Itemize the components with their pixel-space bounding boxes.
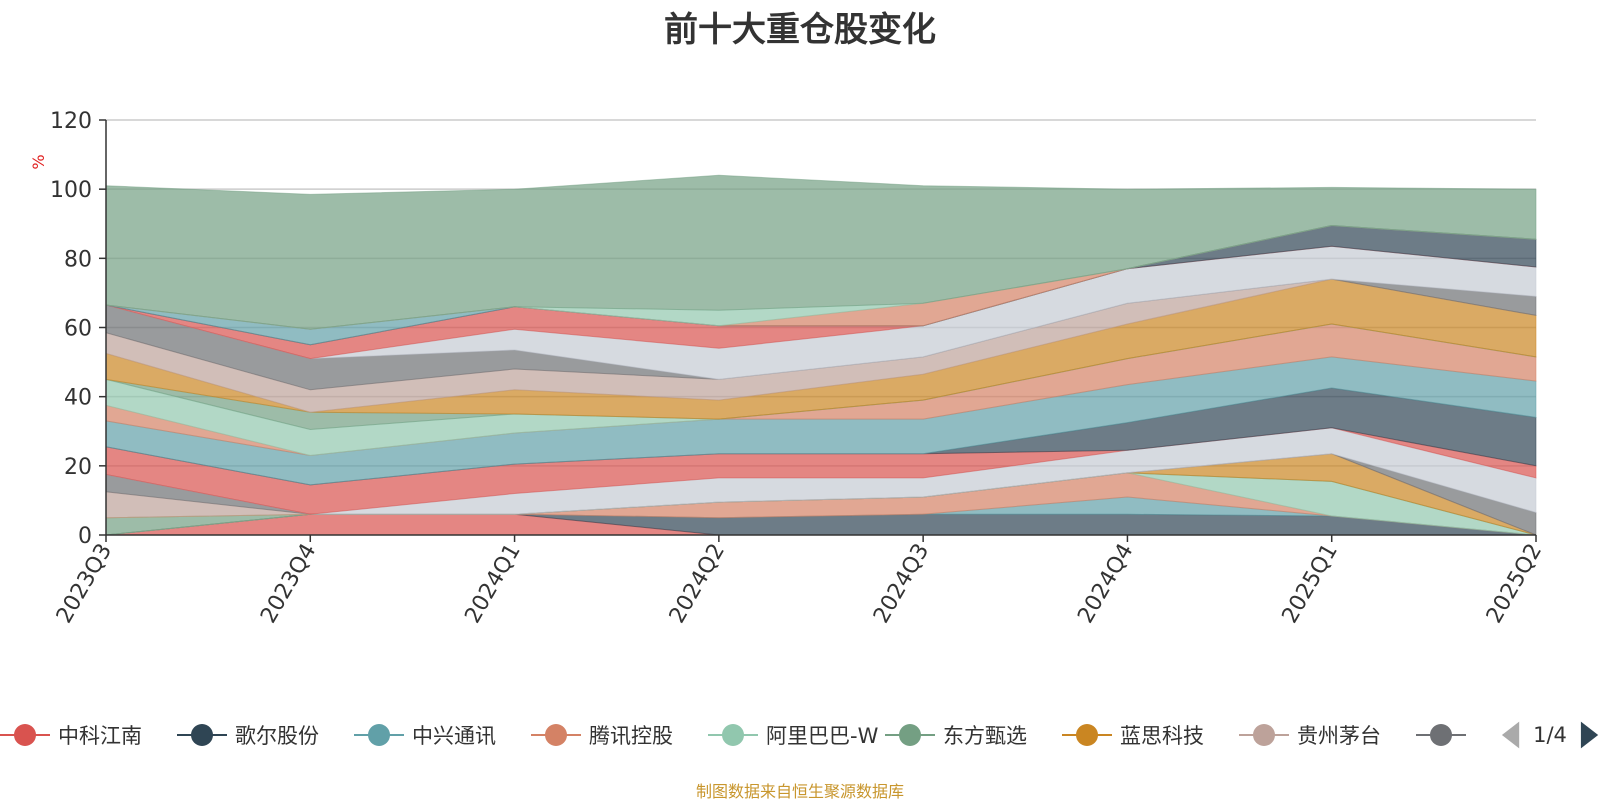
- x-tick-label: 2025Q2: [1482, 540, 1547, 628]
- legend-marker-icon: [885, 724, 935, 746]
- y-tick-label: 20: [64, 455, 92, 480]
- legend-next-icon[interactable]: [1579, 719, 1600, 751]
- legend-item[interactable]: 东方甄选: [885, 715, 1027, 755]
- legend-marker-icon: [1239, 724, 1289, 746]
- legend-item[interactable]: 中兴通讯: [354, 715, 496, 755]
- legend-label: 中兴通讯: [412, 724, 496, 748]
- legend-marker-icon: [1416, 724, 1466, 746]
- legend-item[interactable]: 阿里巴巴-W: [708, 715, 878, 755]
- area-series-25: [105, 174, 1537, 330]
- legend-prev-icon[interactable]: [1500, 719, 1521, 751]
- legend-item[interactable]: 腾讯控股: [531, 715, 673, 755]
- stacked-areas: [105, 174, 1537, 536]
- legend-item[interactable]: 贵州茅台: [1239, 715, 1381, 755]
- legend-page-indicator: 1/4: [1533, 723, 1567, 747]
- legend-label: 东方甄选: [943, 724, 1027, 748]
- legend-pager: 1/4: [1500, 715, 1600, 755]
- legend-label: 蓝思科技: [1120, 724, 1204, 748]
- y-tick-label: 120: [50, 109, 92, 134]
- area-chart: 0 20 40 60 80 100 120 2023Q3 2023Q4 2024Q1 2024Q2 2…: [29, 109, 1547, 628]
- x-tick-label: 2024Q1: [460, 540, 525, 628]
- source-note: 制图数据来自恒生聚源数据库: [695, 782, 904, 801]
- x-tick-label: 2025Q1: [1278, 540, 1343, 628]
- legend-item[interactable]: 中科江南: [0, 715, 142, 755]
- legend-label: 腾讯控股: [589, 724, 673, 748]
- x-tick-label: 2024Q2: [665, 540, 730, 628]
- legend: 中科江南 歌尔股份 中兴通讯 腾讯控股 阿里巴巴-W 东方甄选 蓝思科技 贵州茅台 1/4: [0, 715, 1600, 755]
- legend-label: 阿里巴巴-W: [766, 724, 879, 748]
- x-tick-label: 2023Q4: [256, 540, 321, 628]
- legend-item[interactable]: 蓝思科技: [1062, 715, 1204, 755]
- legend-label: 中科江南: [58, 724, 142, 748]
- legend-marker-icon: [708, 724, 758, 746]
- legend-label: 贵州茅台: [1297, 724, 1381, 748]
- legend-marker-icon: [354, 724, 404, 746]
- chart-title: 前十大重仓股变化: [664, 10, 936, 50]
- legend-label: 歌尔股份: [235, 724, 319, 748]
- legend-marker-icon: [1062, 724, 1112, 746]
- y-tick-label: 0: [78, 524, 92, 549]
- y-tick-label: 40: [64, 386, 92, 411]
- y-tick-label: 60: [64, 317, 92, 342]
- y-axis-label: %: [29, 154, 48, 169]
- x-tick-label: 2024Q3: [869, 540, 934, 628]
- legend-item[interactable]: [1416, 715, 1466, 755]
- y-tick-label: 100: [50, 178, 92, 203]
- legend-marker-icon: [0, 724, 50, 746]
- y-tick-label: 80: [64, 247, 92, 272]
- legend-item[interactable]: 歌尔股份: [177, 715, 319, 755]
- legend-marker-icon: [531, 724, 581, 746]
- x-tick-label: 2024Q4: [1073, 540, 1138, 628]
- legend-marker-icon: [177, 724, 227, 746]
- x-tick-label: 2023Q3: [52, 540, 117, 628]
